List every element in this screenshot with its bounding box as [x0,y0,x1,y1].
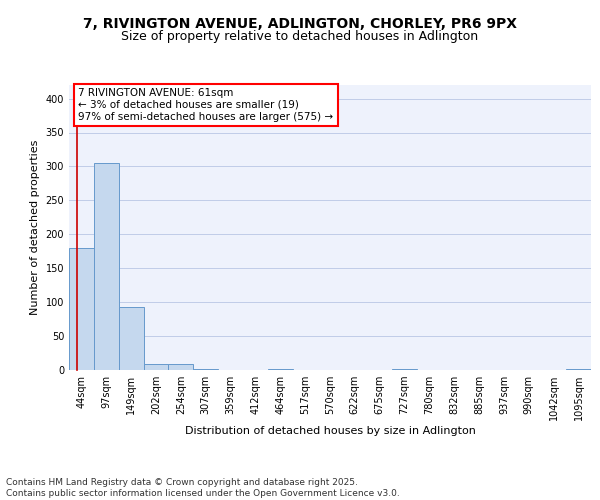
Text: Contains HM Land Registry data © Crown copyright and database right 2025.
Contai: Contains HM Land Registry data © Crown c… [6,478,400,498]
Text: 7 RIVINGTON AVENUE: 61sqm
← 3% of detached houses are smaller (19)
97% of semi-d: 7 RIVINGTON AVENUE: 61sqm ← 3% of detach… [78,88,334,122]
Bar [193,368,218,370]
X-axis label: Distribution of detached houses by size in Adlington: Distribution of detached houses by size … [185,426,475,436]
Bar [69,248,94,370]
Bar [119,307,143,370]
Bar [268,368,293,370]
Text: Size of property relative to detached houses in Adlington: Size of property relative to detached ho… [121,30,479,43]
Bar [169,364,193,370]
Bar [94,163,119,370]
Bar [143,364,169,370]
Y-axis label: Number of detached properties: Number of detached properties [30,140,40,315]
Text: 7, RIVINGTON AVENUE, ADLINGTON, CHORLEY, PR6 9PX: 7, RIVINGTON AVENUE, ADLINGTON, CHORLEY,… [83,18,517,32]
